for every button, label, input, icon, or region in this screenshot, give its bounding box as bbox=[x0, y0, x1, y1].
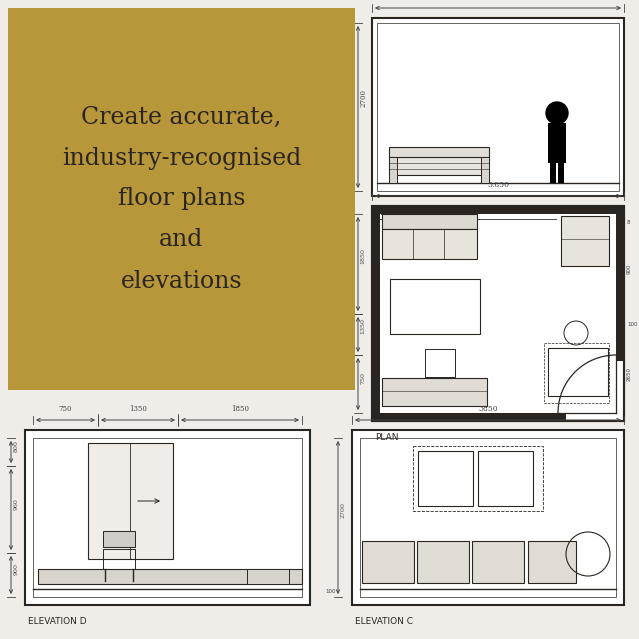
Bar bbox=[558, 163, 564, 183]
Text: 1850: 1850 bbox=[360, 248, 366, 264]
Bar bbox=[425, 349, 455, 377]
Circle shape bbox=[546, 102, 568, 124]
Text: 900: 900 bbox=[627, 264, 632, 274]
Text: 3850: 3850 bbox=[488, 0, 508, 1]
Bar bbox=[382, 229, 477, 259]
Bar bbox=[372, 206, 624, 421]
Text: 960: 960 bbox=[13, 498, 19, 509]
Text: ELEVATION A: ELEVATION A bbox=[375, 208, 429, 217]
Text: 2700: 2700 bbox=[341, 502, 346, 518]
Bar bbox=[103, 531, 135, 547]
Text: 3850: 3850 bbox=[478, 405, 498, 413]
Bar bbox=[372, 413, 566, 421]
Bar bbox=[544, 343, 609, 403]
Text: 900: 900 bbox=[13, 563, 19, 575]
Text: 1350: 1350 bbox=[129, 405, 147, 413]
Bar bbox=[88, 443, 173, 559]
Bar bbox=[38, 569, 302, 584]
Bar bbox=[25, 430, 310, 605]
Bar bbox=[352, 430, 624, 605]
Text: 100: 100 bbox=[325, 589, 336, 594]
Text: 8: 8 bbox=[627, 220, 631, 224]
Bar bbox=[372, 206, 624, 421]
Text: 2650: 2650 bbox=[627, 367, 632, 381]
Bar bbox=[390, 279, 480, 334]
Bar bbox=[418, 451, 473, 506]
Bar bbox=[472, 541, 524, 583]
Bar bbox=[417, 541, 469, 583]
Bar bbox=[377, 23, 619, 191]
Bar bbox=[548, 348, 608, 396]
Bar bbox=[389, 147, 489, 157]
Text: 1350: 1350 bbox=[360, 318, 366, 334]
Bar bbox=[362, 541, 414, 583]
Bar bbox=[372, 206, 380, 421]
Bar bbox=[528, 541, 576, 583]
Text: 750: 750 bbox=[360, 372, 366, 384]
Bar bbox=[561, 216, 609, 266]
Bar bbox=[247, 569, 289, 584]
Text: 1850: 1850 bbox=[231, 405, 249, 413]
Bar bbox=[382, 214, 477, 229]
Bar bbox=[389, 157, 489, 175]
Bar bbox=[481, 157, 489, 183]
Bar bbox=[616, 214, 624, 361]
Text: 750: 750 bbox=[59, 405, 72, 413]
Bar bbox=[550, 163, 556, 183]
Text: 3.850: 3.850 bbox=[487, 181, 509, 189]
Bar bbox=[33, 438, 302, 597]
Bar bbox=[103, 549, 135, 569]
Text: ELEVATION D: ELEVATION D bbox=[28, 617, 87, 626]
Bar bbox=[372, 18, 624, 196]
Bar bbox=[478, 451, 533, 506]
Bar bbox=[413, 446, 543, 511]
Bar bbox=[372, 206, 624, 214]
Bar bbox=[360, 438, 616, 597]
Text: PLAN: PLAN bbox=[375, 433, 399, 442]
Bar bbox=[548, 123, 566, 163]
Text: Create accurate,
industry-recognised
floor plans
and
elevations: Create accurate, industry-recognised flo… bbox=[62, 105, 301, 293]
Bar bbox=[382, 378, 487, 406]
Text: 100: 100 bbox=[627, 321, 638, 327]
Bar bbox=[8, 8, 355, 390]
Text: 800: 800 bbox=[13, 440, 19, 452]
Text: 2700: 2700 bbox=[359, 89, 367, 107]
Bar bbox=[389, 157, 397, 183]
Text: ELEVATION C: ELEVATION C bbox=[355, 617, 413, 626]
